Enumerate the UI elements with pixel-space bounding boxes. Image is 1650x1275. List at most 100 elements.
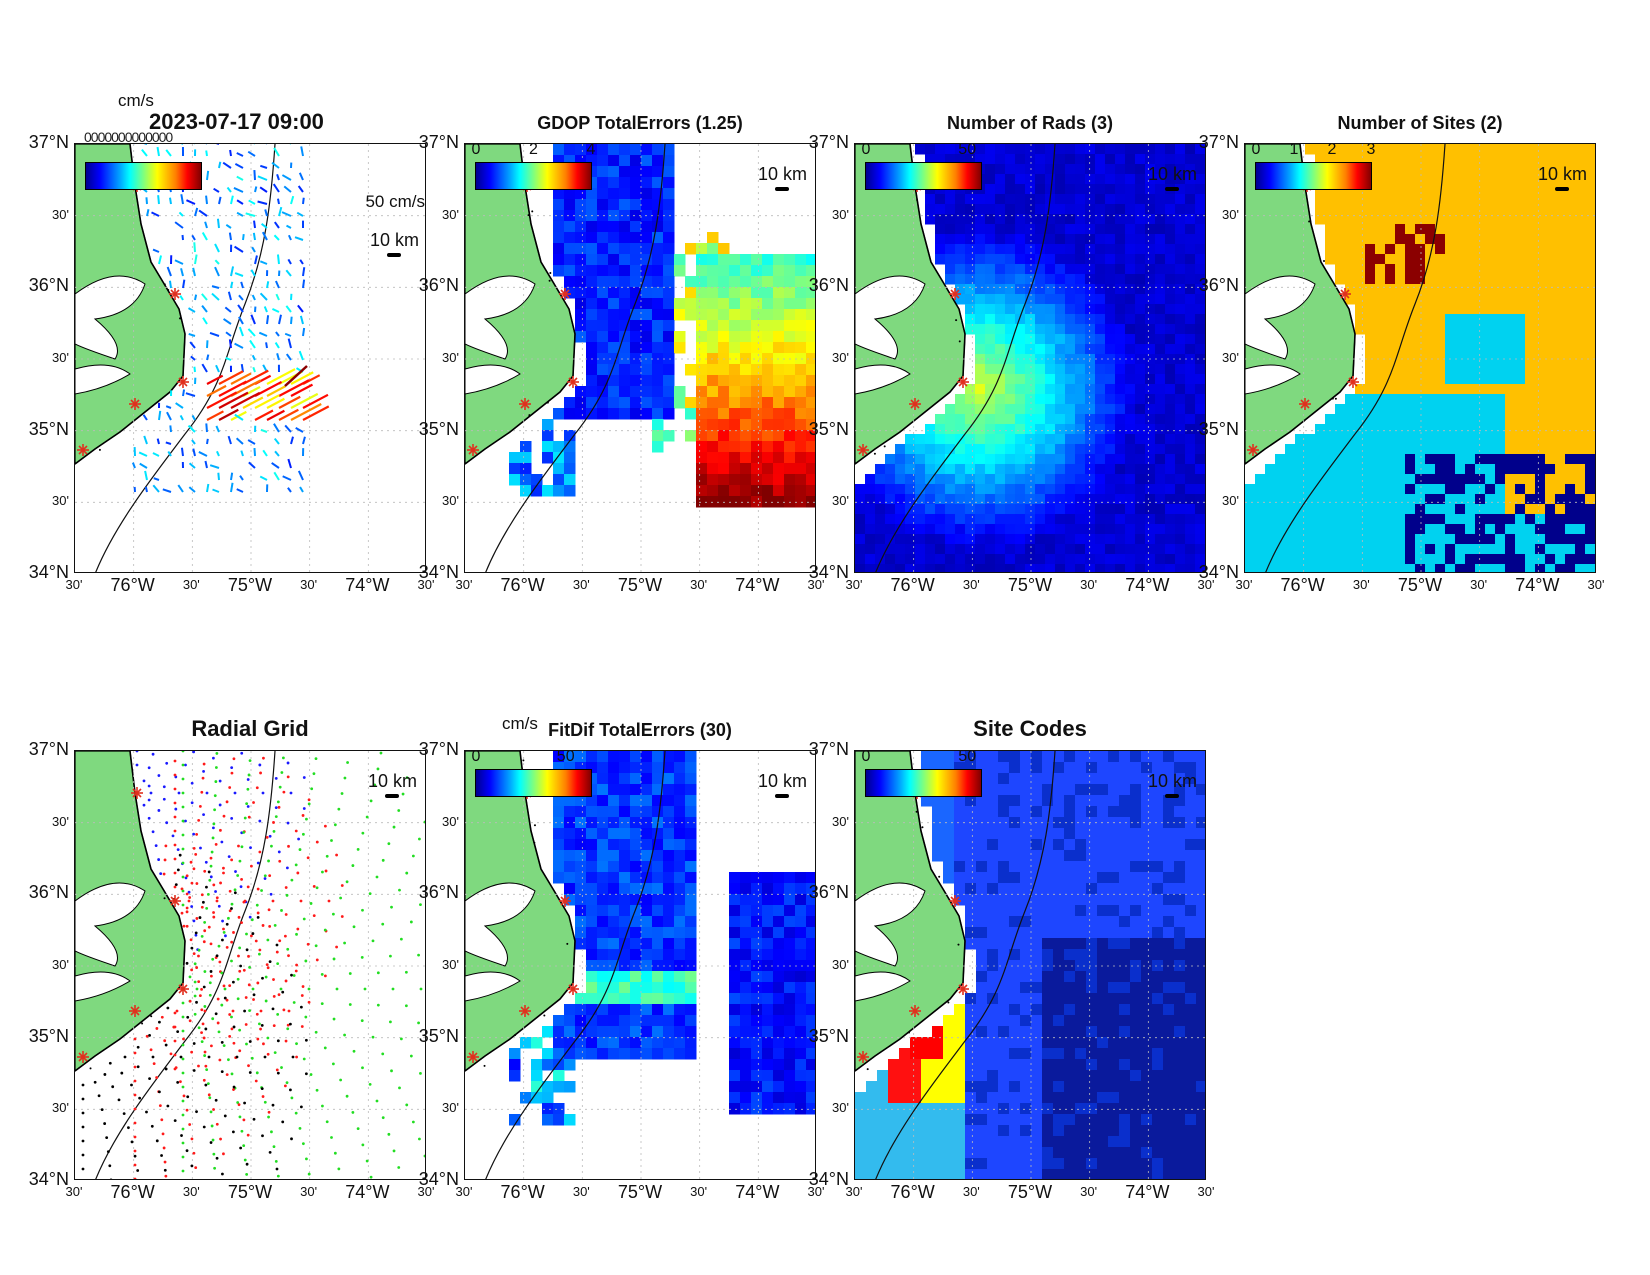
grid-cell — [553, 474, 565, 486]
grid-cell — [1505, 214, 1516, 225]
grid-cell — [630, 408, 642, 420]
grid-cell — [1365, 454, 1376, 465]
grid-cell — [1405, 354, 1416, 365]
grid-cell — [1205, 374, 1206, 385]
grid-cell — [1075, 174, 1086, 185]
radial-grid-point — [260, 889, 263, 892]
grid-cell — [608, 784, 620, 796]
grid-cell — [895, 454, 906, 465]
grid-cell — [1535, 294, 1546, 305]
grid-cell — [1515, 524, 1526, 535]
lon-tick-label: 74°W — [1125, 575, 1170, 595]
grid-cell — [1163, 773, 1175, 785]
grid-cell — [641, 1048, 653, 1060]
grid-cell — [1545, 234, 1556, 245]
grid-cell — [1515, 324, 1526, 335]
grid-cell — [718, 430, 730, 442]
grid-cell — [1165, 334, 1176, 345]
grid-cell — [1065, 494, 1076, 505]
grid-cell — [1425, 174, 1436, 185]
grid-cell — [1155, 224, 1166, 235]
current-arrow — [253, 169, 256, 181]
radial-grid-point — [266, 966, 270, 970]
grid-cell — [1585, 314, 1595, 325]
grid-cell — [1355, 484, 1366, 495]
grid-cell — [1085, 554, 1096, 565]
grid-cell — [1435, 234, 1446, 245]
grid-cell — [855, 544, 866, 555]
grid-cell — [1275, 544, 1286, 555]
radial-grid-point — [273, 1051, 277, 1055]
grid-cell — [935, 504, 946, 515]
grid-cell — [1505, 514, 1516, 525]
site-marker — [519, 398, 531, 410]
grid-cell — [965, 224, 976, 235]
grid-cell — [553, 265, 565, 277]
grid-cell — [1445, 524, 1456, 535]
grid-cell — [619, 375, 631, 387]
grid-cell — [1055, 144, 1066, 155]
grid-cell — [1035, 404, 1046, 415]
grid-cell — [564, 397, 576, 409]
grid-cell — [674, 861, 686, 873]
grid-cell — [1565, 384, 1576, 395]
grid-cell — [1095, 354, 1106, 365]
grid-cell — [1505, 534, 1516, 545]
grid-cell — [1445, 394, 1456, 405]
radial-grid-point — [174, 883, 178, 887]
radial-grid-point — [255, 903, 259, 907]
radial-grid-point — [181, 819, 185, 823]
grid-cell — [995, 544, 1006, 555]
grid-cell — [1345, 514, 1356, 525]
grid-cell — [1365, 404, 1376, 415]
grid-cell — [784, 993, 796, 1005]
radial-grid-point — [214, 1098, 218, 1102]
grid-cell — [586, 872, 598, 884]
grid-cell — [1205, 214, 1206, 225]
grid-cell — [1145, 424, 1156, 435]
current-arrow — [166, 266, 172, 277]
current-arrow — [252, 366, 256, 373]
grid-cell — [740, 1070, 752, 1082]
grid-cell — [1165, 534, 1176, 545]
grid-cell — [1305, 494, 1316, 505]
grid-cell — [740, 1004, 752, 1016]
current-arrow — [278, 206, 283, 217]
grid-cell — [663, 762, 675, 774]
grid-cell — [1525, 244, 1536, 255]
grid-cell — [1385, 294, 1396, 305]
grid-cell — [1145, 214, 1156, 225]
radial-grid-point — [250, 864, 253, 868]
grid-cell — [751, 1004, 763, 1016]
grid-cell — [1525, 494, 1536, 505]
grid-cell — [674, 905, 686, 917]
grid-cell — [1095, 484, 1106, 495]
grid-cell — [586, 1037, 598, 1049]
grid-cell — [575, 993, 587, 1005]
grid-cell — [641, 144, 653, 156]
grid-cell — [1535, 334, 1546, 345]
grid-cell — [1155, 314, 1166, 325]
grid-cell — [1405, 424, 1416, 435]
grid-cell — [1565, 524, 1576, 535]
grid-cell — [965, 424, 976, 435]
lat-tick-label: 30' — [442, 1100, 459, 1115]
grid-cell — [1355, 314, 1366, 325]
grid-cell — [1195, 184, 1205, 195]
grid-cell — [1095, 244, 1106, 255]
grid-cell — [1065, 534, 1076, 545]
grid-cell — [1045, 404, 1056, 415]
current-arrow — [188, 486, 196, 493]
grid-cell — [630, 1015, 642, 1027]
grid-cell — [1405, 514, 1416, 525]
lon-tick-label: 74°W — [345, 575, 390, 595]
grid-cell — [784, 375, 796, 387]
grid-cell — [1455, 194, 1466, 205]
grid-cell — [1305, 474, 1316, 485]
grid-cell — [1495, 344, 1506, 355]
grid-cell — [1535, 314, 1546, 325]
grid-cell — [509, 1048, 521, 1060]
radial-grid-point — [202, 1036, 206, 1040]
grid-cell — [751, 916, 763, 928]
radial-grid-point — [202, 985, 206, 989]
